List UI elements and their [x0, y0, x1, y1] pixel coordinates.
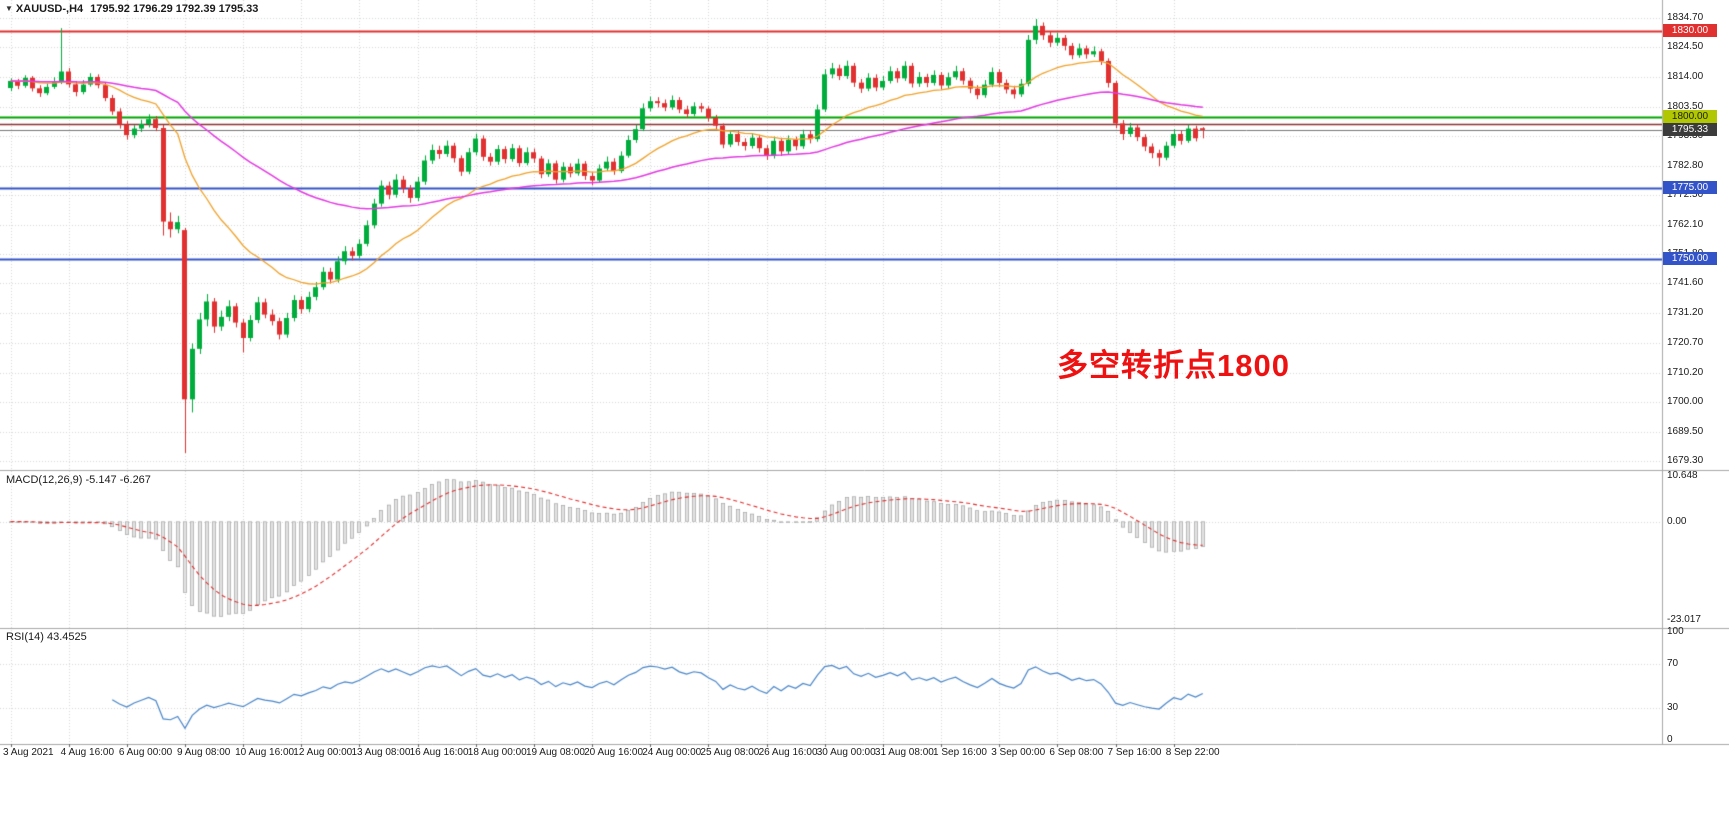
- symbol-dropdown-icon[interactable]: ▼: [5, 4, 13, 13]
- price-tick: 1700.00: [1667, 395, 1704, 407]
- macd-name: MACD(12,26,9): [6, 474, 83, 486]
- price-tick: 1803.50: [1667, 100, 1704, 112]
- macd-tick: 10.648: [1667, 470, 1698, 481]
- price-tick: 1741.60: [1667, 277, 1704, 289]
- price-tick: 1689.50: [1667, 425, 1704, 437]
- time-label: 9 Aug 08:00: [176, 747, 231, 758]
- time-label: 6 Sep 08:00: [1049, 747, 1104, 758]
- time-label: 3 Aug 2021: [3, 747, 54, 758]
- price-badge: 1800.00: [1663, 109, 1717, 123]
- time-label: 4 Aug 16:00: [60, 747, 115, 758]
- price-tick: 1679.30: [1667, 454, 1704, 466]
- ohlc-quote: 1795.92 1796.29 1792.39 1795.33: [90, 3, 259, 15]
- price-tick: 1824.50: [1667, 40, 1704, 52]
- macd-tick: -23.017: [1667, 614, 1701, 625]
- rsi-tick: 0: [1667, 734, 1673, 745]
- time-label: 18 Aug 00:00: [467, 747, 527, 758]
- time-label: 19 Aug 08:00: [525, 747, 585, 758]
- time-label: 13 Aug 08:00: [351, 747, 411, 758]
- price-tick: 1720.70: [1667, 336, 1704, 348]
- time-label: 3 Sep 00:00: [991, 747, 1046, 758]
- time-label: 7 Sep 16:00: [1107, 747, 1162, 758]
- time-label: 20 Aug 16:00: [584, 747, 644, 758]
- macd-values: -5.147 -6.267: [85, 474, 151, 486]
- chart-title: ▼ XAUUSD-,H4 1795.92 1796.29 1792.39 1795.…: [5, 3, 258, 15]
- rsi-value: 43.4525: [46, 631, 87, 643]
- price-tick: 1772.50: [1667, 189, 1704, 201]
- rsi-tick: 100: [1667, 626, 1684, 637]
- time-label: 1 Sep 16:00: [933, 747, 987, 758]
- price-badge: 1775.00: [1663, 180, 1717, 194]
- time-label: 8 Sep 22:00: [1165, 747, 1220, 758]
- rsi-indicator-label: RSI(14) 43.4525: [6, 631, 87, 643]
- time-label: 6 Aug 00:00: [118, 747, 173, 758]
- time-label: 25 Aug 08:00: [700, 747, 760, 758]
- time-label: 30 Aug 00:00: [816, 747, 876, 758]
- symbol-period-label: XAUUSD-,H4: [15, 3, 84, 15]
- macd-tick: 0.00: [1667, 515, 1687, 527]
- time-label: 16 Aug 16:00: [409, 747, 469, 758]
- price-tick: 1782.80: [1667, 159, 1704, 171]
- rsi-tick: 70: [1667, 658, 1679, 670]
- time-label: 31 Aug 08:00: [874, 747, 934, 758]
- price-tick: 1834.70: [1667, 11, 1704, 23]
- time-label: 10 Aug 16:00: [235, 747, 295, 758]
- price-tick: 1762.10: [1667, 218, 1704, 230]
- price-tick: 1814.00: [1667, 70, 1704, 82]
- macd-indicator-label: MACD(12,26,9) -5.147 -6.267: [6, 474, 151, 486]
- price-badge: 1830.00: [1663, 24, 1717, 37]
- rsi-name: RSI(14): [6, 631, 44, 643]
- time-label: 24 Aug 00:00: [642, 747, 702, 758]
- price-badge: 1795.33: [1663, 122, 1717, 136]
- price-tick: 1731.20: [1667, 306, 1704, 318]
- rsi-tick: 30: [1667, 701, 1679, 713]
- price-tick: 1710.20: [1667, 366, 1704, 378]
- price-badge: 1750.00: [1663, 252, 1717, 266]
- time-label: 12 Aug 00:00: [293, 747, 353, 758]
- time-label: 26 Aug 16:00: [758, 747, 818, 758]
- text-annotation[interactable]: 多空转折点1800: [1057, 348, 1290, 383]
